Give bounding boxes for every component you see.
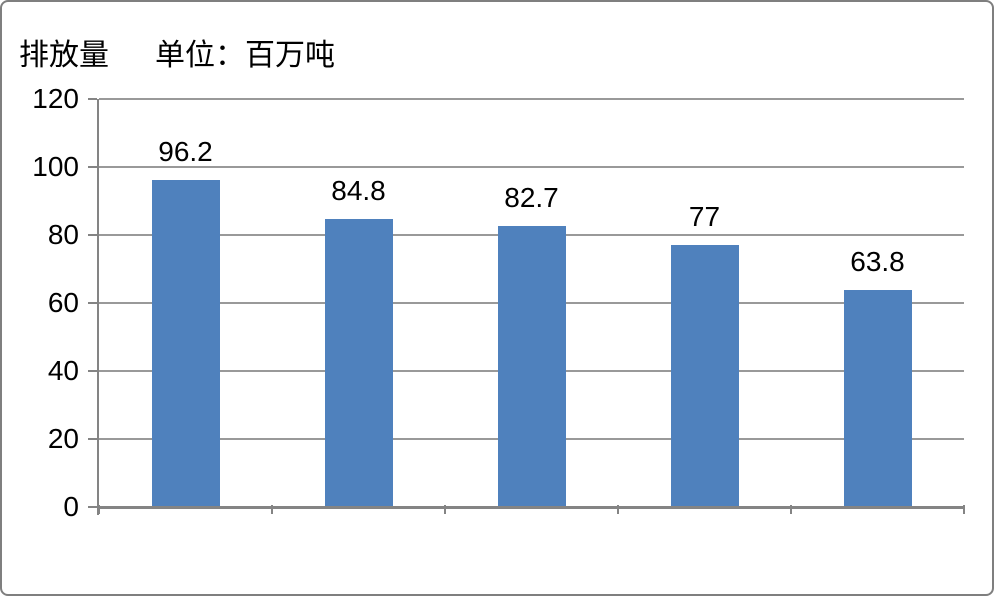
bar-1995	[151, 179, 220, 507]
bar-2005	[670, 245, 739, 507]
y-axis-tick-label: 40	[47, 355, 79, 386]
y-axis-tick	[88, 166, 97, 168]
x-axis-tick	[963, 505, 965, 514]
bar-value-label: 63.8	[850, 246, 905, 278]
bar-value-label: 84.8	[331, 174, 386, 206]
x-axis-tick	[271, 505, 273, 514]
bar-2008	[843, 290, 912, 507]
y-axis-tick-label: 20	[47, 423, 79, 454]
x-axis-tick	[617, 505, 619, 514]
x-axis-line	[99, 506, 964, 509]
x-axis-tick	[790, 505, 792, 514]
y-axis-tick-label: 120	[32, 83, 79, 114]
y-axis-tick	[88, 370, 97, 372]
y-axis-tick	[88, 302, 97, 304]
y-axis-tick-label: 80	[47, 219, 79, 250]
y-axis-tick-label: 0	[63, 491, 79, 522]
bar-value-label: 82.7	[504, 181, 559, 213]
y-axis-line	[97, 99, 99, 515]
bar-2000	[324, 218, 393, 507]
x-axis-tick	[98, 505, 100, 514]
bar-2002	[497, 225, 566, 507]
y-axis-tick	[88, 234, 97, 236]
y-axis-tick	[88, 438, 97, 440]
x-axis-tick	[444, 505, 446, 514]
bar-value-label: 77	[688, 201, 721, 233]
gridline	[99, 166, 964, 168]
y-axis-tick-label: 100	[32, 151, 79, 182]
y-axis-tick-label: 60	[47, 287, 79, 318]
unit-label: 单位：百万吨	[155, 39, 335, 72]
y-axis-tick	[88, 506, 97, 508]
gridline	[99, 98, 964, 100]
bar-value-label: 96.2	[158, 135, 213, 167]
plot-area: 02040608010012096.2199584.8200082.720027…	[32, 85, 965, 521]
y-axis-tick	[88, 98, 97, 100]
y-axis-title: 排放量	[19, 39, 109, 72]
chart-title: 排放量 单位：百万吨	[19, 30, 335, 74]
